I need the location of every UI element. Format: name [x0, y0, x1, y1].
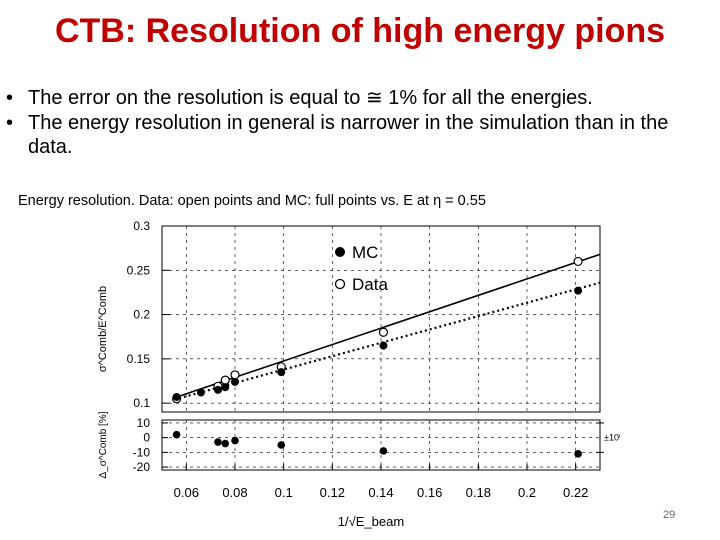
mc-point [213, 385, 222, 394]
y-tick-label: 0.2 [133, 308, 150, 322]
x-tick-label: 0.18 [466, 485, 491, 500]
data-point [220, 375, 230, 385]
band-label: ±10% [604, 433, 620, 443]
bullet-list: • The error on the resolution is equal t… [6, 86, 712, 160]
residual-point [214, 438, 222, 446]
residual-point [574, 450, 582, 458]
bullet-item: • The energy resolution in general is na… [6, 111, 712, 159]
y-tick-label: 0.1 [133, 396, 150, 410]
resolution-chart: 0.06 0.08 0.1 0.12 0.14 0.16 0.18 0.2 0.22 0.1 0.1… [97, 219, 620, 529]
bullet-item: • The error on the resolution is equal t… [6, 86, 712, 110]
y-tick-label: 0.3 [133, 219, 150, 233]
residual-point [172, 430, 181, 439]
residual-point [221, 439, 230, 448]
residual-point [277, 441, 286, 449]
x-tick-label: 0.2 [518, 485, 536, 500]
data-point [378, 327, 389, 337]
data-point [230, 370, 240, 380]
mc-point [221, 383, 230, 392]
figure-caption: Energy resolution. Data: open points and… [18, 193, 486, 209]
mc-point [379, 341, 388, 350]
data-point [573, 256, 583, 267]
residual-point [379, 447, 388, 455]
x-tick-label: 0.12 [320, 485, 345, 500]
y-tick-label: 10 [137, 416, 151, 430]
legend-mc-label: MC [352, 243, 378, 262]
y-tick-label: -10 [133, 445, 151, 459]
y-tick-label: 0 [143, 431, 150, 445]
mc-point [231, 377, 239, 386]
data-fit-line [173, 253, 601, 399]
slide-title: CTB: Resolution of high energy pions [54, 12, 666, 50]
y-tick-label: 0.25 [127, 263, 151, 277]
x-tick-label: 0.1 [275, 485, 293, 500]
legend-data-label: Data [352, 275, 388, 294]
bullet-dot-icon: • [6, 87, 14, 109]
mc-point [574, 286, 583, 295]
mc-fit-line [173, 281, 601, 401]
y-tick-label: 0.15 [127, 352, 151, 366]
y-axis-title: σ^Comb/E^Comb [97, 286, 109, 372]
bullet-text: The error on the resolution is equal to … [28, 87, 593, 109]
x-tick-label: 0.14 [368, 485, 393, 500]
mc-point [277, 368, 286, 377]
bullet-text: The energy resolution in general is narr… [28, 112, 669, 158]
x-tick-label: 0.22 [563, 485, 588, 500]
legend-data-marker [334, 278, 346, 290]
page-number: 29 [663, 509, 676, 521]
y-tick-label: -20 [133, 460, 151, 474]
mc-point [196, 388, 205, 397]
y-axis-title-residual: Δ_σ^Comb [%] [98, 411, 109, 478]
x-tick-label: 0.16 [417, 485, 442, 500]
x-tick-label: 0.06 [174, 485, 199, 500]
x-axis-title: 1/√E_beam [338, 514, 404, 529]
legend-mc-marker [335, 247, 345, 257]
mc-point [172, 392, 181, 401]
residual-point [231, 436, 239, 445]
bullet-dot-icon: • [6, 112, 14, 134]
x-tick-label: 0.08 [222, 485, 247, 500]
